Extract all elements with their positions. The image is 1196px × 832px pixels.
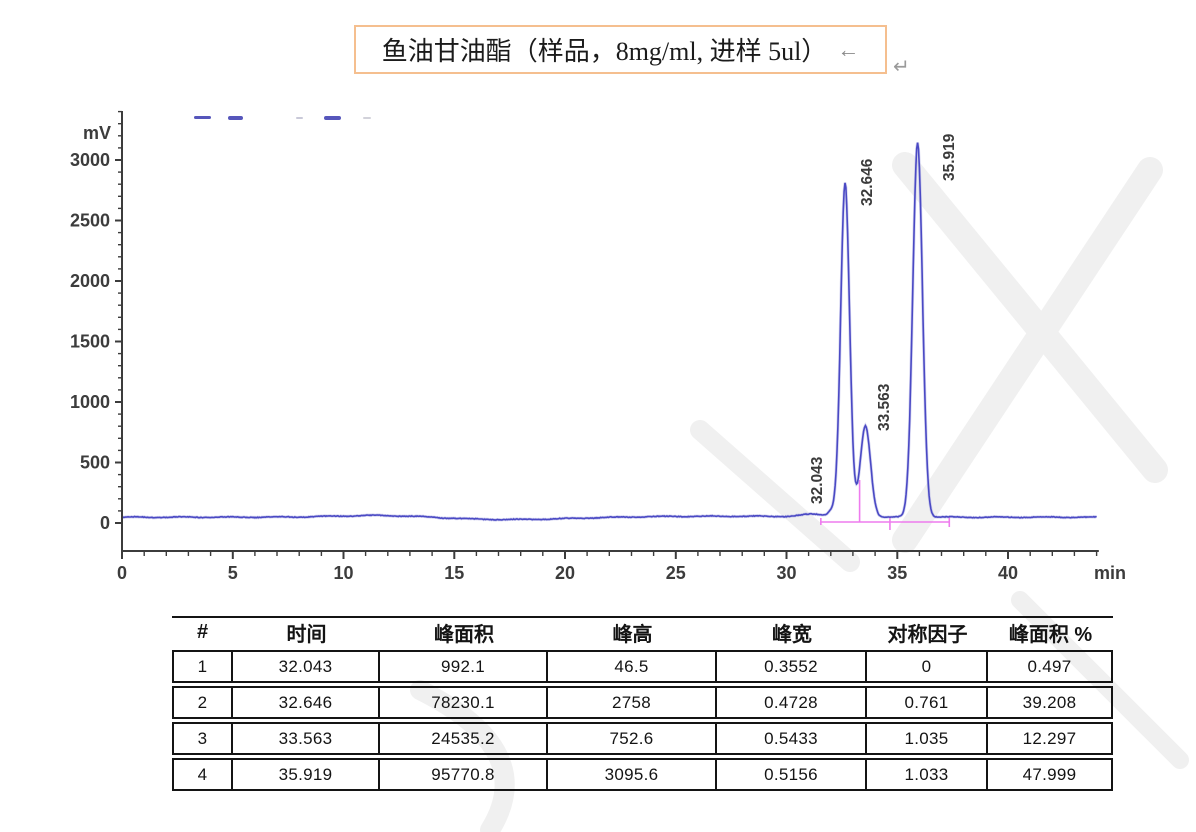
x-tick-label: 10: [333, 563, 353, 583]
table-row: 1 32.043 992.1 46.5 0.3552 0 0.497: [172, 650, 1113, 683]
integration-markers: [820, 480, 951, 530]
table-row: 2 32.646 78230.1 2758 0.4728 0.761 39.208: [172, 686, 1113, 719]
sample-title-text: 鱼油甘油酯（样品，8mg/ml, 进样 5ul）: [381, 37, 828, 66]
table-cell: 1.035: [867, 724, 988, 753]
table-cell: 2: [174, 688, 233, 717]
y-tick-label: 2500: [70, 211, 110, 231]
table-cell: 0.5156: [717, 760, 867, 789]
axes: [115, 110, 1099, 559]
left-arrow-icon: ←: [837, 36, 860, 62]
table-header-row: # 时间 峰面积 峰高 峰宽 对称因子 峰面积 %: [172, 618, 1113, 647]
table-cell: 752.6: [548, 724, 717, 753]
peak-labels: 32.043 32.646 33.563 35.919: [809, 133, 958, 504]
table-cell: 2758: [548, 688, 717, 717]
table-body: 1 32.043 992.1 46.5 0.3552 0 0.497 2 32.646 78230…: [172, 650, 1113, 791]
axis-tick-labels: 0 500 1000 1500 2000 2500 3000 0 5 10 15 20 25 30 35 40…: [70, 123, 1126, 583]
x-tick-label: 20: [555, 563, 575, 583]
table-cell: 32.646: [233, 688, 380, 717]
y-tick-label: 500: [80, 453, 110, 473]
sample-title-box: 鱼油甘油酯（样品，8mg/ml, 进样 5ul） ←: [354, 25, 887, 74]
x-axis-unit: min: [1094, 563, 1126, 583]
peak-rt-label: 32.646: [859, 158, 876, 206]
table-cell: 12.297: [1022, 729, 1077, 748]
table-cell: 1: [174, 652, 233, 681]
x-tick-label: 0: [117, 563, 127, 583]
table-header-cell: 峰高: [612, 624, 653, 646]
peak-rt-label: 35.919: [941, 133, 958, 181]
table-header-cell: 对称因子: [887, 624, 968, 646]
top-edge-artifacts: [194, 116, 371, 120]
table-cell: 3095.6: [548, 760, 717, 789]
table-cell: 1.033: [867, 760, 988, 789]
table-header-cell: #: [196, 621, 209, 643]
table-cell: 35.919: [233, 760, 380, 789]
table-header-cell: 峰宽: [772, 624, 812, 646]
table-cell: 0.497: [1027, 657, 1072, 676]
x-tick-label: 40: [998, 563, 1018, 583]
table-header-cell: 峰面积: [434, 624, 494, 646]
table-row: 3 33.563 24535.2 752.6 0.5433 1.035 12.297: [172, 722, 1113, 755]
table-cell: 4: [174, 760, 233, 789]
x-tick-label: 30: [776, 563, 796, 583]
table-cell: 0: [867, 652, 988, 681]
table-cell: 95770.8: [380, 760, 548, 789]
y-tick-label: 1000: [70, 392, 110, 412]
table-cell: 24535.2: [380, 724, 548, 753]
peak-rt-label: 32.043: [809, 456, 826, 504]
y-tick-label: 3000: [70, 150, 110, 170]
table-cell: 32.043: [233, 652, 380, 681]
table-cell: 0.761: [867, 688, 988, 717]
x-tick-label: 5: [228, 563, 238, 583]
x-tick-label: 15: [444, 563, 464, 583]
table-cell: 3: [174, 724, 233, 753]
table-cell: 0.3552: [717, 652, 867, 681]
table-cell: 0.4728: [717, 688, 867, 717]
table-row: 4 35.919 95770.8 3095.6 0.5156 1.033 47.999: [172, 758, 1113, 791]
x-tick-label: 25: [666, 563, 686, 583]
signal-trace-halo: [121, 142, 1098, 522]
signal-trace: [121, 142, 1097, 521]
peak-rt-label: 33.563: [876, 383, 893, 431]
table-cell: 47.999: [1022, 765, 1077, 784]
y-tick-label: 2000: [70, 271, 110, 291]
return-arrow-icon: ↵: [893, 56, 910, 78]
table-cell: 46.5: [548, 652, 717, 681]
table-header-cell: 峰面积 %: [1008, 624, 1093, 646]
y-tick-label: 1500: [70, 332, 110, 352]
table-cell: 992.1: [380, 652, 548, 681]
peak-results-table: # 时间 峰面积 峰高 峰宽 对称因子 峰面积 % 1 32.043 992.1 46.5 0.35…: [172, 616, 1113, 791]
table-top-rule: [172, 616, 1113, 618]
y-tick-label: 0: [100, 513, 110, 533]
table-header-cell: 时间: [286, 624, 327, 646]
table-cell: 78230.1: [380, 688, 548, 717]
table-cell: 39.208: [1022, 693, 1077, 712]
table-cell: 33.563: [233, 724, 380, 753]
table-cell: 0.5433: [717, 724, 867, 753]
x-tick-label: 35: [887, 563, 907, 583]
y-axis-unit: mV: [83, 123, 111, 143]
